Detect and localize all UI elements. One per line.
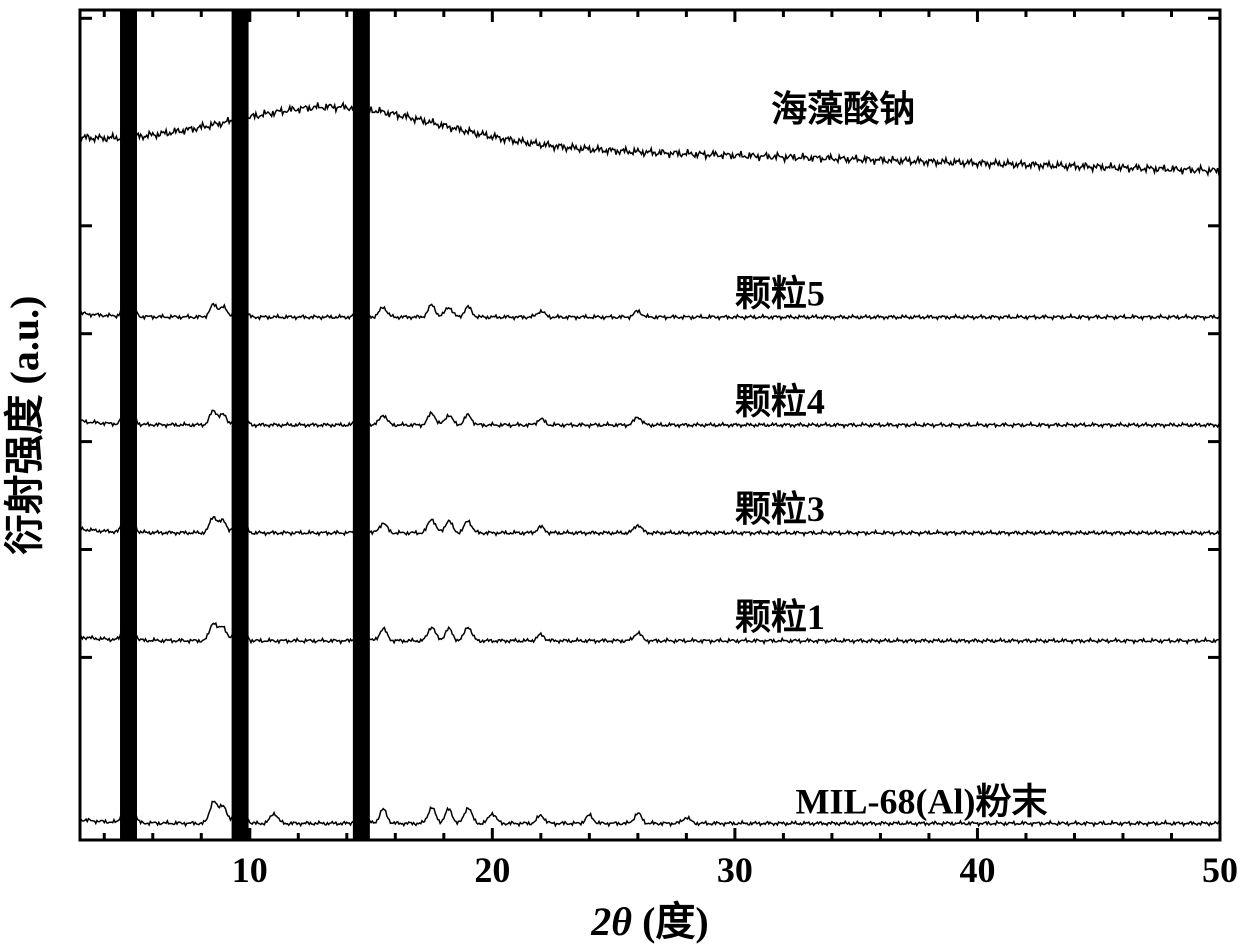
- x-axis-title: 2θ (度): [590, 899, 708, 944]
- series-label-grain1: 颗粒1: [735, 597, 825, 637]
- xrd-chart: MIL-68(Al)粉末 颗粒1 颗粒3 颗粒4 颗粒5 海藻酸钠 10 20 30 40 50 2θ…: [0, 0, 1240, 949]
- series-label-grain3: 颗粒3: [735, 489, 825, 529]
- x-tick-label: 40: [959, 850, 995, 890]
- x-tick-label: 50: [1202, 850, 1238, 890]
- series-label-mil68al: MIL-68(Al)粉末: [796, 782, 1048, 822]
- x-tick-label: 20: [474, 850, 510, 890]
- x-tick-label: 10: [232, 850, 268, 890]
- series-label-grain5: 颗粒5: [735, 273, 825, 313]
- x-tick-label: 30: [717, 850, 753, 890]
- series-label-alginate: 海藻酸钠: [771, 89, 915, 129]
- y-axis-title: 衍射强度 (a.u.): [2, 296, 47, 555]
- series-label-grain4: 颗粒4: [735, 381, 825, 421]
